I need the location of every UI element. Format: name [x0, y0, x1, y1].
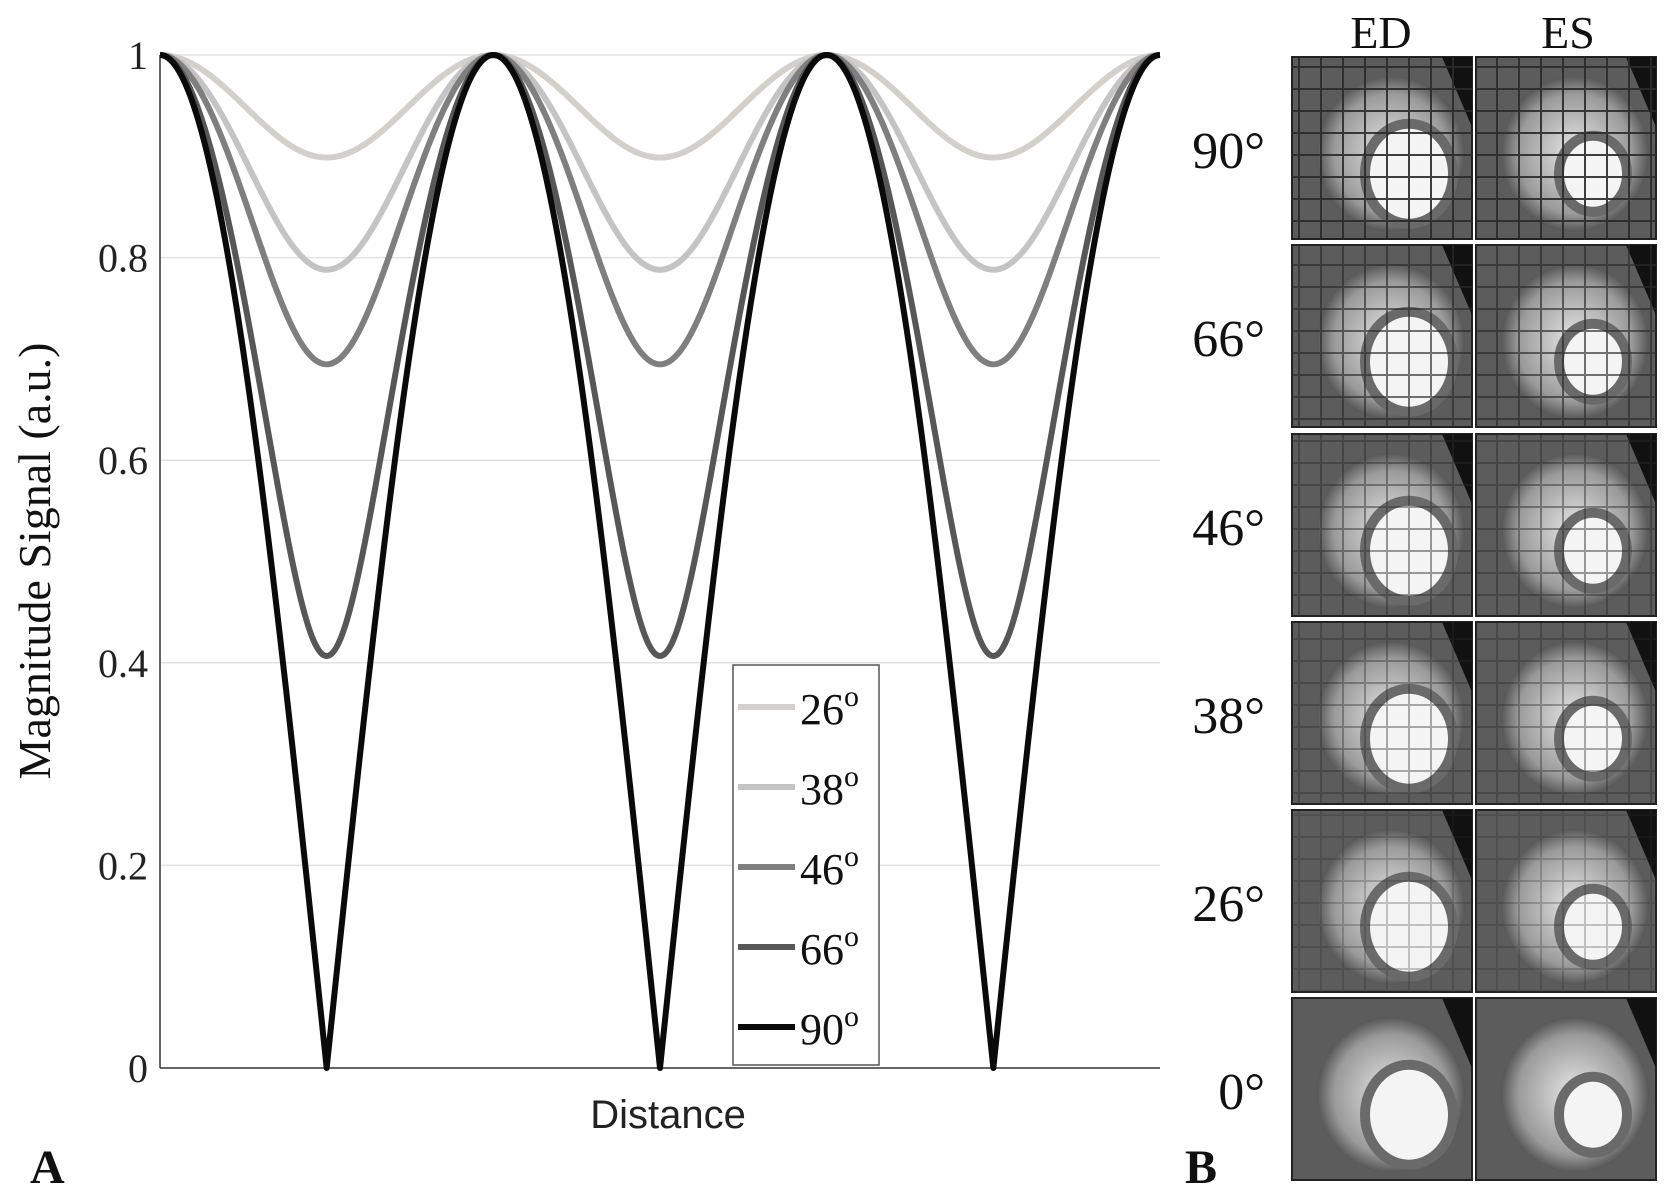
- column-header-ed: ED: [1350, 7, 1411, 58]
- mr-image-ed-90: [1291, 56, 1473, 240]
- series-line-66: [158, 52, 1162, 659]
- legend-label-90: 90o: [800, 1000, 859, 1054]
- gridlines: [160, 54, 1160, 867]
- mr-image-ed-0: [1291, 997, 1473, 1181]
- mr-image-es-90: [1475, 56, 1657, 240]
- row-label-26: 26°: [1192, 876, 1265, 933]
- row-label-0: 0°: [1218, 1064, 1265, 1121]
- mr-image-ed-38: [1291, 621, 1473, 805]
- y-tick-labels: 0 0.2 0.4 0.6 0.8 1: [98, 33, 148, 1091]
- series-line-46: [158, 52, 1162, 368]
- y-tick-label: 0.8: [98, 236, 148, 281]
- panel-b-label: B: [1185, 1141, 1217, 1194]
- mr-image-es-0: [1475, 997, 1657, 1181]
- y-tick-label: 0.4: [98, 641, 148, 686]
- series-line-90: [158, 52, 1162, 1071]
- row-labels: 90° 66° 46° 38° 26° 0°: [1192, 123, 1265, 1121]
- legend-label-38: 38o: [800, 760, 859, 814]
- mr-image-es-46: [1475, 433, 1657, 617]
- mr-image-es-66: [1475, 244, 1657, 428]
- row-label-90: 90°: [1192, 123, 1265, 180]
- y-tick-label: 0.2: [98, 843, 148, 888]
- legend: 26o 38o 46o 66o 90o: [732, 664, 880, 1066]
- panel-a-label: A: [30, 1141, 65, 1194]
- mr-image-ed-66: [1291, 244, 1473, 428]
- y-tick-label: 0.6: [98, 438, 148, 483]
- legend-label-46: 46o: [800, 840, 859, 894]
- legend-label-26: 26o: [800, 680, 859, 734]
- legend-entries: 26o 38o 46o 66o 90o: [738, 680, 859, 1054]
- series-line-26: [158, 52, 1162, 161]
- legend-label-66: 66o: [800, 920, 859, 974]
- mr-image-es-38: [1475, 621, 1657, 805]
- y-tick-label: 1: [128, 33, 148, 78]
- row-label-38: 38°: [1192, 688, 1265, 745]
- mr-image-ed-46: [1291, 433, 1473, 617]
- series-line-38: [158, 52, 1162, 273]
- series-lines: [158, 52, 1162, 1071]
- mr-image-es-26: [1475, 809, 1657, 993]
- panel-b: B ED ES 90° 66° 46° 38° 26° 0°: [1185, 7, 1657, 1194]
- mr-image-ed-26: [1291, 809, 1473, 993]
- x-axis-label: Distance: [590, 1093, 746, 1137]
- row-label-66: 66°: [1192, 311, 1265, 368]
- mr-image-grid: [1291, 56, 1657, 1181]
- y-axis-label: Magnitude Signal (a.u.): [9, 343, 60, 780]
- y-tick-label: 0: [128, 1046, 148, 1091]
- column-header-es: ES: [1541, 7, 1595, 58]
- plot-axes: 0 0.2 0.4 0.6 0.8 1 Magnitude Signal (a.u.) D…: [9, 33, 1162, 1137]
- row-label-46: 46°: [1192, 500, 1265, 557]
